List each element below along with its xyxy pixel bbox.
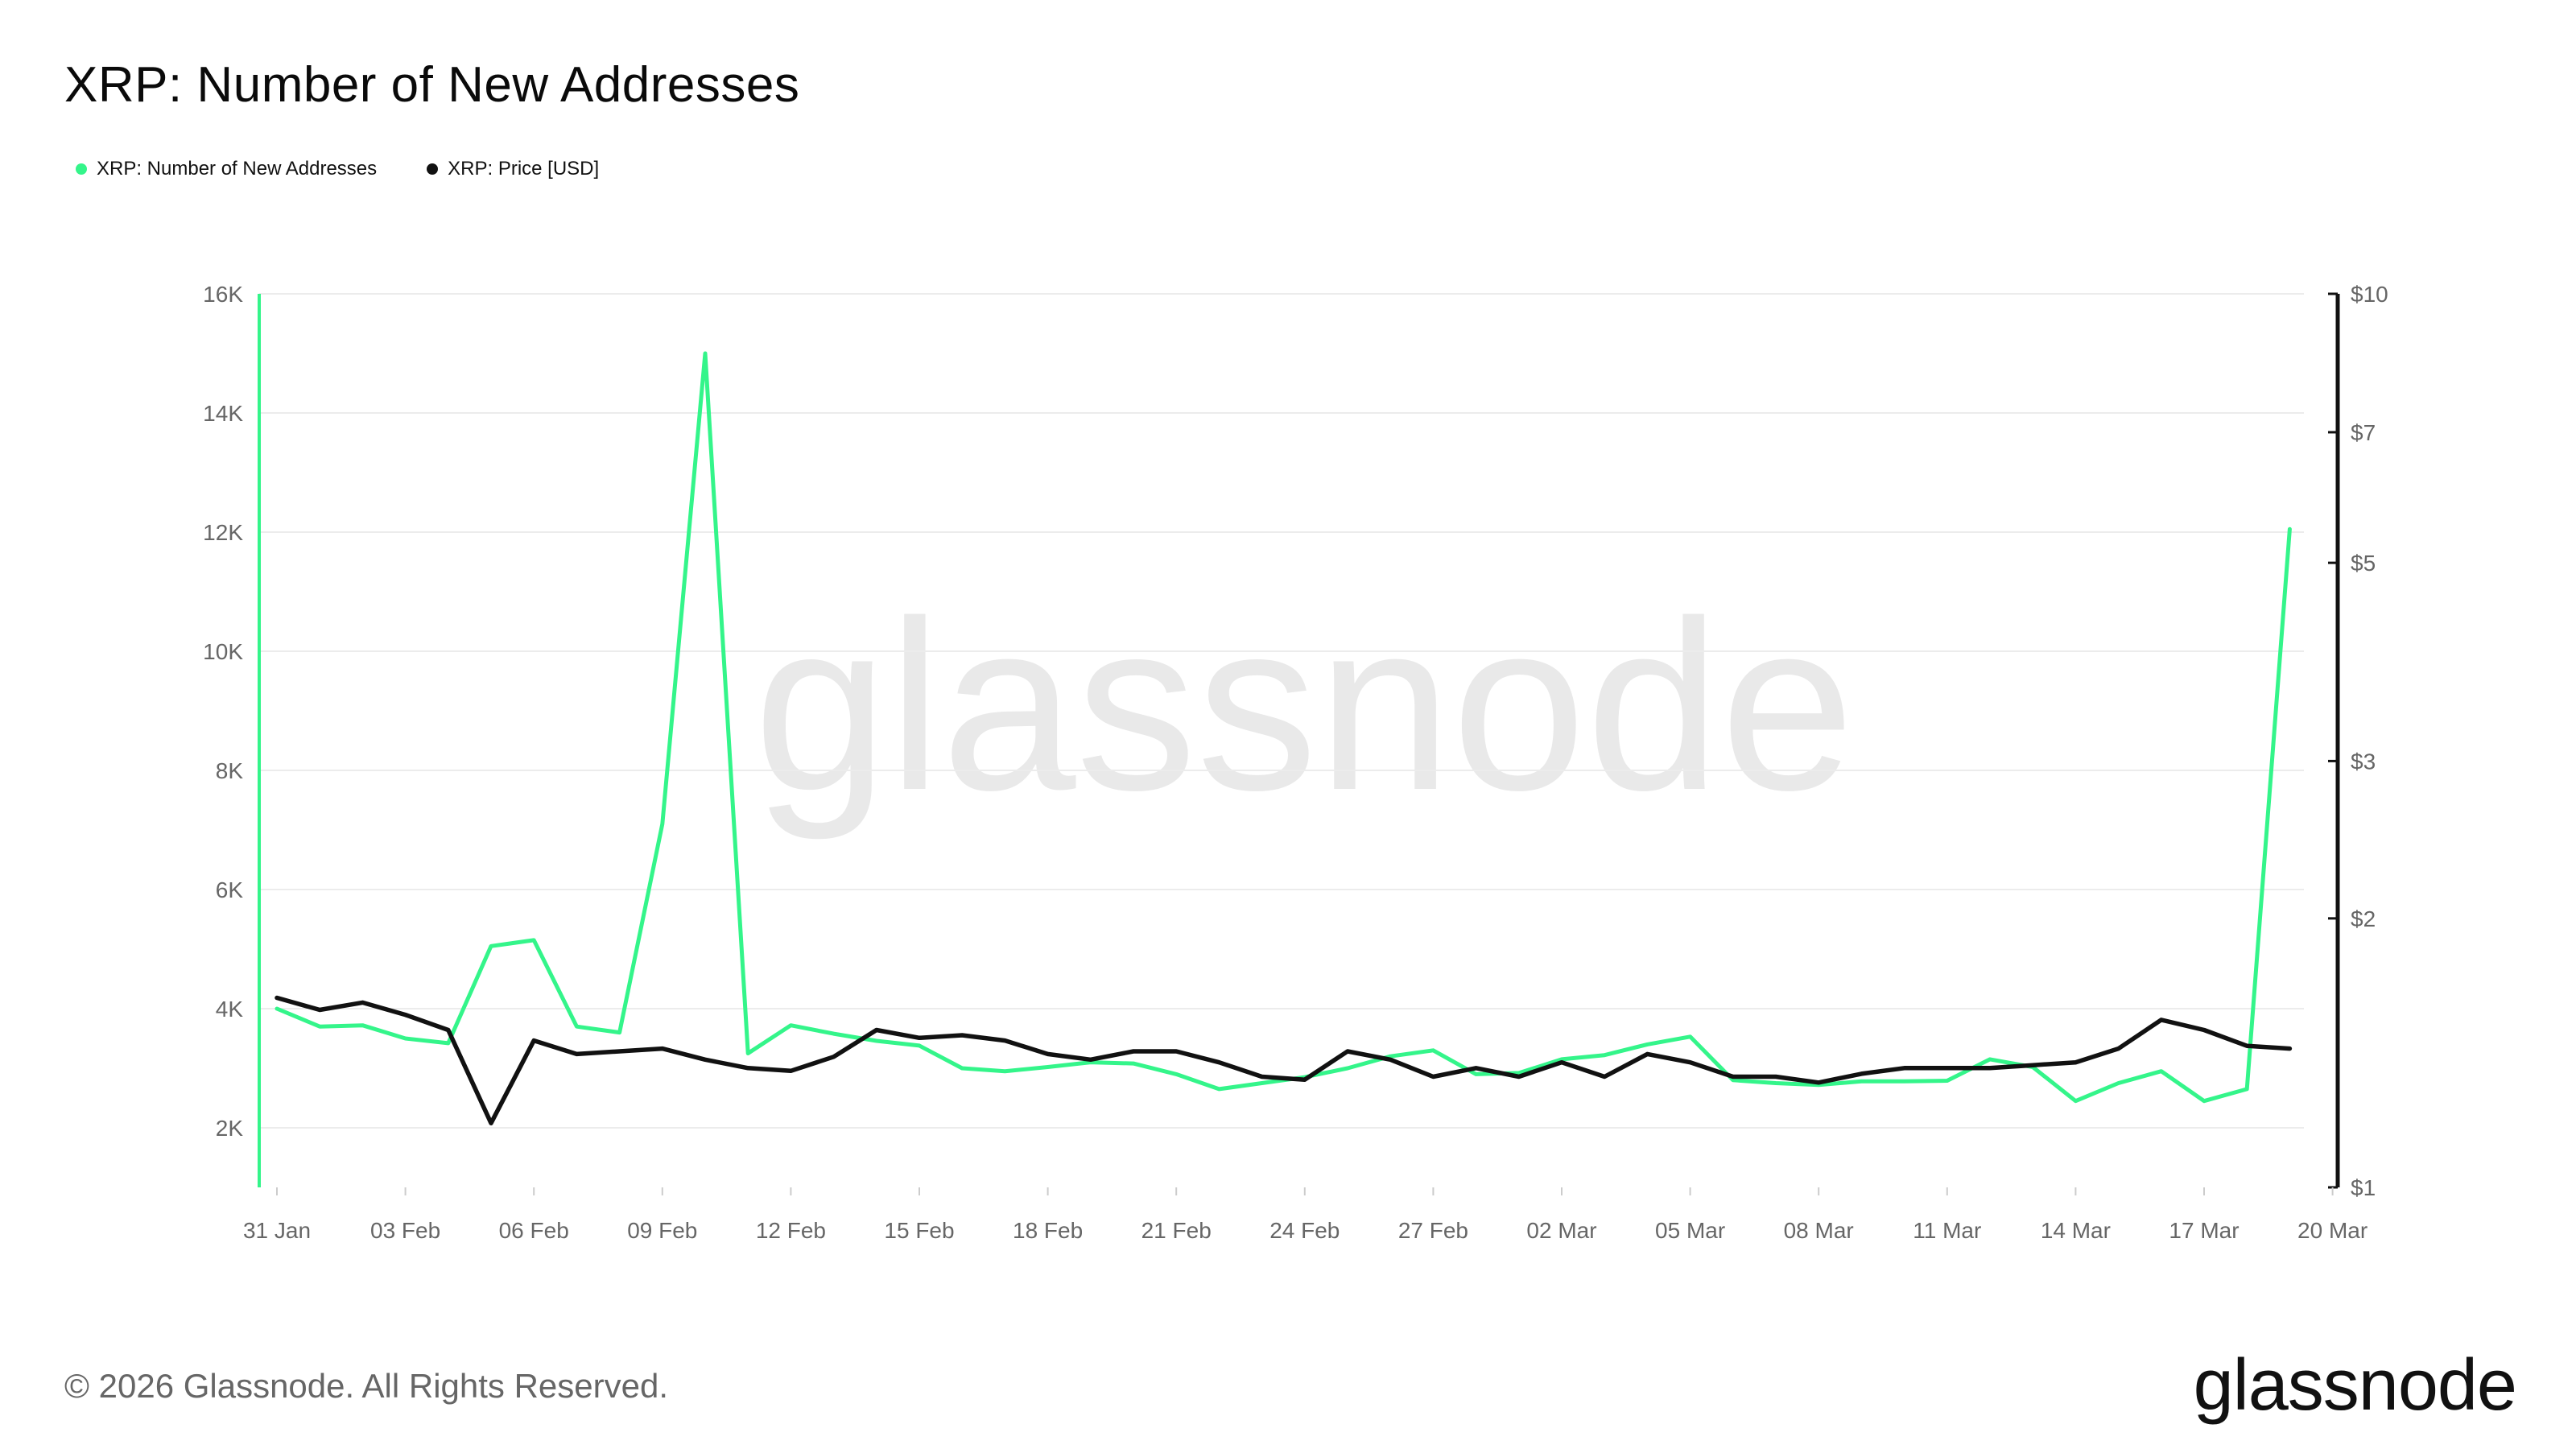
y-right-tick-label: $2 <box>2351 906 2376 931</box>
x-tick-label: 14 Mar <box>2041 1218 2111 1243</box>
footer-logo: glassnode <box>2193 1345 2517 1426</box>
x-tick-label: 18 Feb <box>1013 1218 1083 1243</box>
legend-label-price: XRP: Price [USD] <box>448 158 600 180</box>
legend-label-new-addresses: XRP: Number of New Addresses <box>97 158 378 180</box>
legend-dot-new-addresses <box>76 163 87 175</box>
x-tick-label: 24 Feb <box>1269 1218 1340 1243</box>
x-tick-label: 09 Feb <box>627 1218 697 1243</box>
legend-dot-price <box>427 163 439 175</box>
y-right-tick-label: $5 <box>2351 551 2376 576</box>
x-tick-label: 08 Mar <box>1784 1218 1854 1243</box>
footer-copyright: © 2026 Glassnode. All Rights Reserved. <box>64 1367 669 1405</box>
left-axis: 2K 4K 6K 8K 10K 12K 14K 16K <box>203 282 261 1187</box>
y-left-tick-label: 6K <box>216 877 244 902</box>
x-tick-label: 11 Mar <box>1913 1218 1981 1243</box>
x-tick-label: 31 Jan <box>243 1218 311 1243</box>
y-left-tick-label: 10K <box>203 639 243 664</box>
y-right-tick-label: $1 <box>2351 1175 2376 1200</box>
x-tick-label: 20 Mar <box>2297 1218 2368 1243</box>
x-tick-label: 12 Feb <box>756 1218 826 1243</box>
legend-item-price[interactable]: XRP: Price [USD] <box>427 158 599 180</box>
legend-item-new-addresses[interactable]: XRP: Number of New Addresses <box>76 158 377 180</box>
x-tick-label: 06 Feb <box>499 1218 569 1243</box>
x-tick-label: 17 Mar <box>2169 1218 2239 1243</box>
grid-lines <box>259 293 2304 1129</box>
y-left-tick-label: 4K <box>216 997 244 1022</box>
y-right-tick-label: $7 <box>2351 420 2376 445</box>
series-line-price <box>275 995 2293 1125</box>
x-tick-label: 15 Feb <box>884 1218 954 1243</box>
x-tick-label: 05 Mar <box>1655 1218 1725 1243</box>
x-tick-label: 27 Feb <box>1398 1218 1468 1243</box>
y-left-tick-label: 2K <box>216 1116 244 1141</box>
x-tick-label: 03 Feb <box>370 1218 440 1243</box>
chart-title: XRP: Number of New Addresses <box>64 57 800 113</box>
y-left-tick-label: 14K <box>203 401 243 426</box>
right-axis: $1 $2 $3 $5 $7 $10 <box>2328 282 2388 1200</box>
y-left-tick-label: 12K <box>203 520 243 545</box>
series-group <box>275 351 2293 1125</box>
chart-legend: XRP: Number of New Addresses XRP: Price … <box>76 158 599 180</box>
y-right-tick-label: $10 <box>2351 282 2388 307</box>
watermark: glassnode <box>753 570 1855 842</box>
y-left-tick-label: 8K <box>216 758 244 783</box>
y-left-tick-label: 16K <box>203 282 243 307</box>
y-right-tick-label: $3 <box>2351 749 2376 774</box>
x-axis: 31 Jan 03 Feb 06 Feb 09 Feb 12 Feb 15 Feb 18 F… <box>243 1187 2368 1243</box>
x-tick-label: 21 Feb <box>1141 1218 1212 1243</box>
x-tick-label: 02 Mar <box>1526 1218 1596 1243</box>
